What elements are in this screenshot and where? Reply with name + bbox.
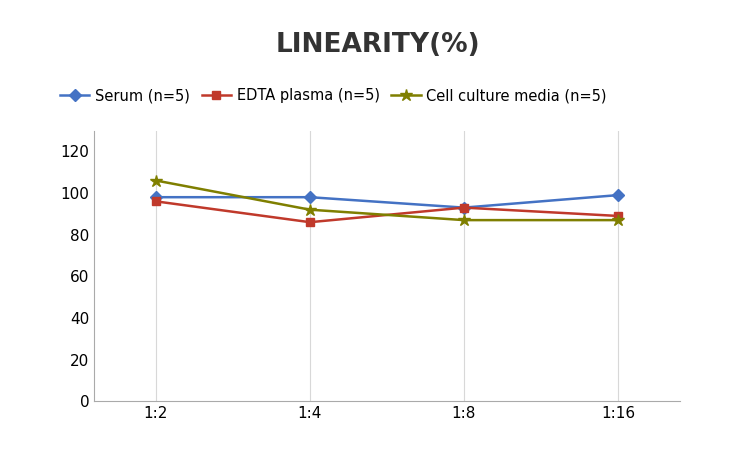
Cell culture media (n=5)	[459, 217, 468, 223]
EDTA plasma (n=5)	[152, 198, 161, 204]
Line: Cell culture media (n=5): Cell culture media (n=5)	[149, 174, 624, 226]
Serum (n=5)	[613, 193, 622, 198]
Serum (n=5)	[152, 194, 161, 200]
EDTA plasma (n=5)	[613, 213, 622, 219]
Line: EDTA plasma (n=5): EDTA plasma (n=5)	[152, 197, 622, 226]
Text: LINEARITY(%): LINEARITY(%)	[275, 32, 480, 58]
EDTA plasma (n=5)	[306, 220, 315, 225]
Serum (n=5)	[306, 194, 315, 200]
EDTA plasma (n=5)	[459, 205, 468, 210]
Serum (n=5)	[459, 205, 468, 210]
Cell culture media (n=5)	[152, 178, 161, 183]
Cell culture media (n=5)	[306, 207, 315, 212]
Line: Serum (n=5): Serum (n=5)	[152, 191, 622, 212]
Cell culture media (n=5)	[613, 217, 622, 223]
Legend: Serum (n=5), EDTA plasma (n=5), Cell culture media (n=5): Serum (n=5), EDTA plasma (n=5), Cell cul…	[60, 88, 607, 103]
